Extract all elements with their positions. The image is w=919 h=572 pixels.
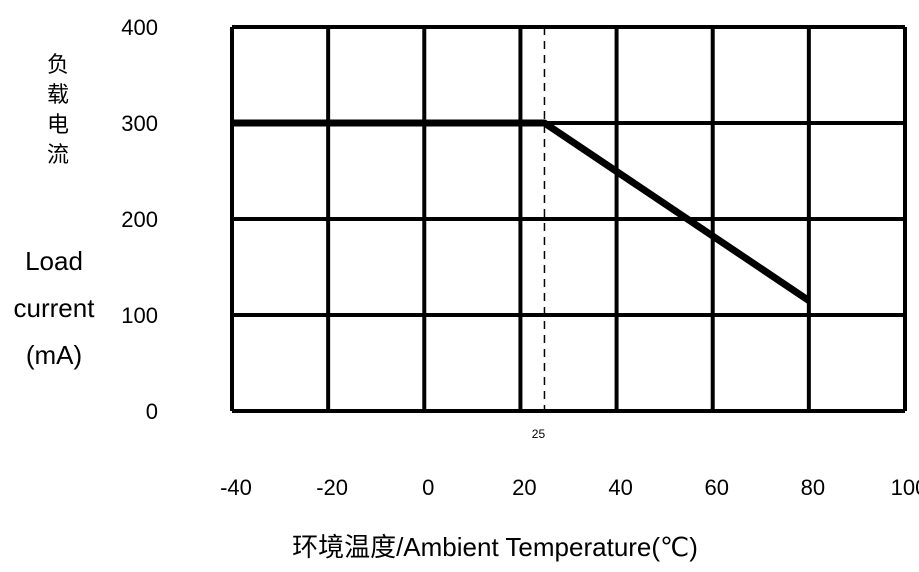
grid-lines (230, 25, 907, 413)
y-label-char: 载 (47, 82, 69, 107)
y-label-char: 负 (47, 52, 69, 77)
x-tick-labels: -40 -20 0 20 40 60 80 100 (220, 475, 919, 500)
y-tick-label: 200 (121, 207, 158, 232)
y-axis-label-english: Load current (mA) (14, 246, 96, 370)
x-axis-label: 环境温度/Ambient Temperature(℃) (292, 532, 698, 562)
x-tick-label: -40 (220, 475, 252, 500)
x-tick-label: 80 (801, 475, 825, 500)
y-label-char: 流 (47, 142, 69, 167)
x-tick-label: 0 (422, 475, 434, 500)
reference-line-group: 25 (532, 27, 546, 441)
y-label-line: current (14, 293, 96, 323)
y-label-char: 电 (47, 112, 69, 137)
y-tick-label: 400 (121, 15, 158, 40)
y-tick-label: 300 (121, 111, 158, 136)
x-tick-label: 100 (891, 475, 919, 500)
y-tick-labels: 0 100 200 300 400 (121, 15, 158, 424)
y-tick-label: 100 (121, 303, 158, 328)
series-line (232, 119, 811, 304)
x-tick-label: 20 (512, 475, 536, 500)
y-label-line: (mA) (26, 340, 82, 370)
reference-line-label: 25 (532, 427, 546, 441)
y-tick-label: 0 (146, 399, 158, 424)
series-group (232, 119, 811, 304)
x-tick-label: 40 (608, 475, 632, 500)
x-tick-label: -20 (316, 475, 348, 500)
x-tick-label: 60 (704, 475, 728, 500)
y-label-line: Load (25, 246, 83, 276)
